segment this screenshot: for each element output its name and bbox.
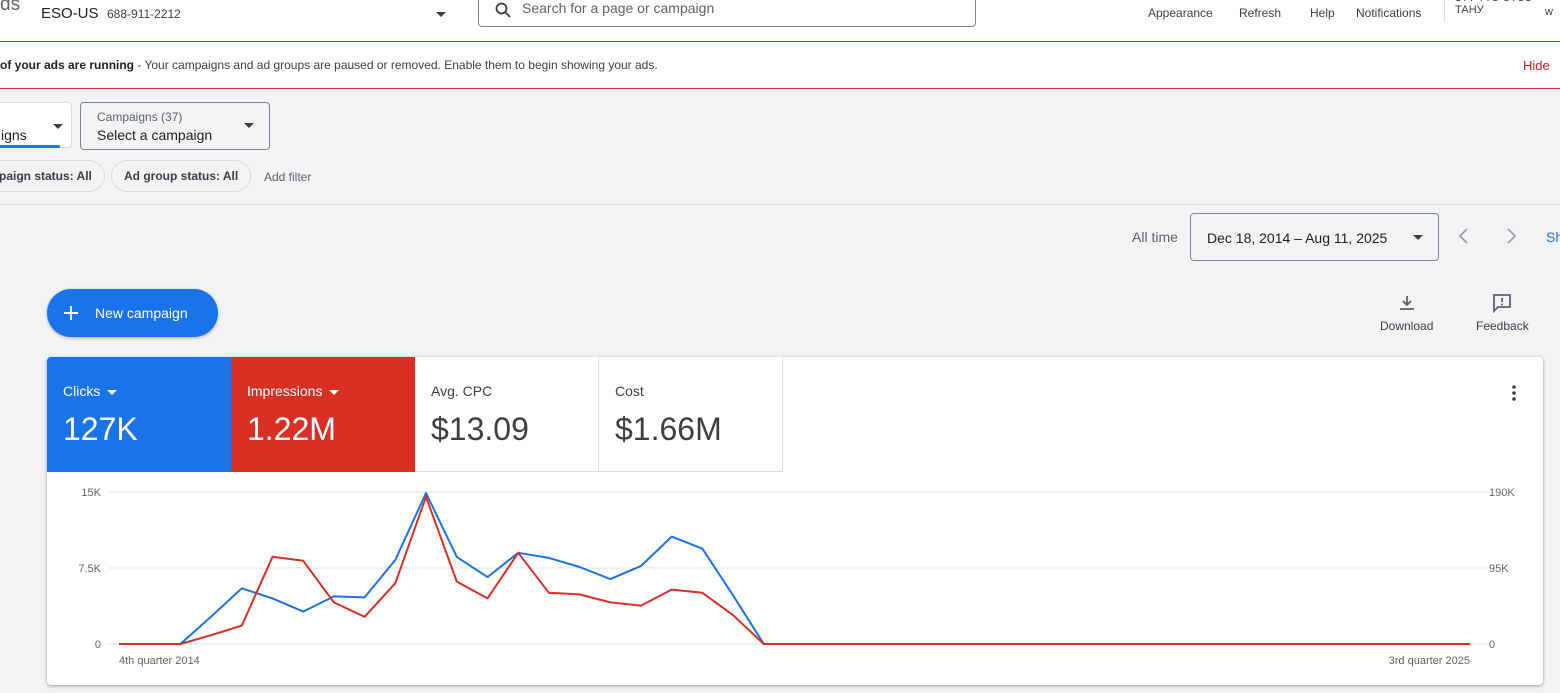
user-account-fragment[interactable]: ЗТТ ТТО ЭТОЗ ТАНУ [1455,0,1532,16]
chevron-down-icon [53,124,63,129]
appearance-label: Appearance [1148,6,1213,20]
metric-value-avg-cpc: $13.09 [431,411,529,447]
alert-body-text: - Your campaigns and ad groups are pause… [134,58,658,72]
metric-tile-avg-cpc[interactable]: Avg. CPC $13.09 [415,357,599,472]
metric-value-impressions: 1.22M [247,411,336,447]
metric-label-avg-cpc: Avg. CPC [431,383,493,399]
notifications-button[interactable]: Notifications [1356,6,1421,20]
metric-value-cost: $1.66M [615,411,722,447]
left-axis-tick-label: 15K [81,487,101,499]
search-icon [495,2,511,18]
alert-bold-text: of your ads are running [0,58,135,72]
chevron-down-icon [1413,235,1423,240]
more-options-icon[interactable] [1504,383,1524,403]
feedback-icon [1493,294,1512,313]
refresh-label: Refresh [1239,6,1282,20]
metric-tile-cost[interactable]: Cost $1.66M [599,357,783,472]
toolbar-divider [1444,0,1445,22]
search-input[interactable]: Search for a page or campaign [478,0,976,27]
view-dropdown-active-indicator [0,145,60,148]
plus-icon [64,306,78,320]
view-dropdown-value: igns [1,127,27,143]
metric-tile-impressions[interactable]: Impressions 1.22M [231,357,415,472]
right-axis-tick-label: 190K [1489,487,1515,499]
metric-value-clicks: 127K [63,411,138,447]
campaign-dropdown[interactable]: Campaigns (37) Select a campaign [80,102,270,150]
chevron-down-icon [329,389,340,395]
campaign-dropdown-label: Campaigns (37) [97,110,183,124]
hide-alert-button[interactable]: Hide [1523,58,1550,73]
x-axis-end-label: 3rd quarter 2025 [1389,655,1470,667]
download-label: Download [1380,319,1434,333]
download-button[interactable]: Download [1380,293,1433,333]
feedback-button[interactable]: Feedback [1476,293,1529,333]
download-icon [1399,296,1414,310]
account-switcher-caret-icon[interactable] [436,12,446,17]
performance-card: Clicks 127K Impressions 1.22M Avg. CPC $… [47,357,1543,685]
help-button[interactable]: Help [1310,6,1335,20]
show-more-link[interactable]: Sh [1546,229,1560,245]
date-range-value: Dec 18, 2014 – Aug 11, 2025 [1207,230,1388,246]
previous-period-icon[interactable] [1454,226,1474,246]
x-axis-start-label: 4th quarter 2014 [119,655,200,667]
notifications-label: Notifications [1356,6,1422,20]
view-dropdown[interactable]: igns [0,102,72,148]
ads-not-running-alert: of your ads are running - Your campaigns… [0,42,1560,89]
right-axis-tick-label: 0 [1489,639,1495,651]
performance-line-chart: 0 0 7.5K 95K 15K 190K 4th quarter 2014 3rd quar… [78,487,1515,667]
search-placeholder: Search for a page or campaign [522,0,715,16]
metric-tile-clicks[interactable]: Clicks 127K [47,357,231,472]
ad-group-status-filter-chip[interactable]: Ad group status: All [111,160,252,192]
left-axis-tick-label: 0 [95,639,101,651]
refresh-button[interactable]: Refresh [1239,6,1281,20]
left-axis-tick-label: 7.5K [78,563,101,575]
right-axis-tick-label: 95K [1489,563,1509,575]
chevron-down-icon [244,123,254,128]
user-account-fragment-2[interactable]: w [1545,6,1553,18]
new-campaign-button[interactable]: New campaign [47,289,218,337]
alert-text: of your ads are running - Your campaigns… [0,58,658,72]
next-period-icon[interactable] [1501,226,1521,246]
appearance-button[interactable]: Appearance [1148,6,1213,20]
help-label: Help [1310,6,1335,20]
series-line-impressions [119,495,1470,645]
account-name[interactable]: ESO-US [41,5,99,22]
add-filter-button[interactable]: Add filter [264,170,312,184]
metric-label-clicks: Clicks [63,383,118,399]
campaign-dropdown-value: Select a campaign [97,127,213,143]
top-bar: ds ESO-US 688-911-2212 Search for a page… [0,0,1560,42]
date-preset-label: All time [1132,229,1178,245]
chevron-down-icon [107,389,118,395]
new-campaign-label: New campaign [95,305,188,321]
product-logo[interactable]: ds [0,0,21,15]
metric-label-impressions: Impressions [247,383,340,399]
metric-label-cost: Cost [615,383,644,399]
filter-divider [0,204,1560,205]
date-range-picker[interactable]: Dec 18, 2014 – Aug 11, 2025 [1190,213,1439,261]
feedback-label: Feedback [1476,319,1529,333]
campaign-status-filter-chip[interactable]: paign status: All [0,160,105,192]
account-id: 688-911-2212 [107,7,181,21]
